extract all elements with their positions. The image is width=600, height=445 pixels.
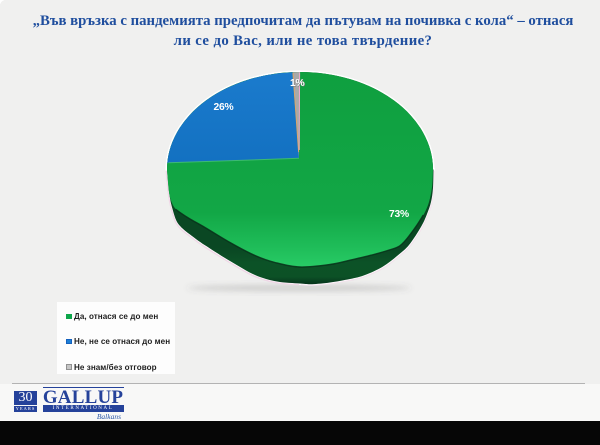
- svg-text:1%: 1%: [290, 78, 305, 89]
- svg-text:1%: 1%: [291, 79, 306, 90]
- svg-text:26%: 26%: [213, 102, 233, 113]
- svg-text:73%: 73%: [389, 209, 409, 220]
